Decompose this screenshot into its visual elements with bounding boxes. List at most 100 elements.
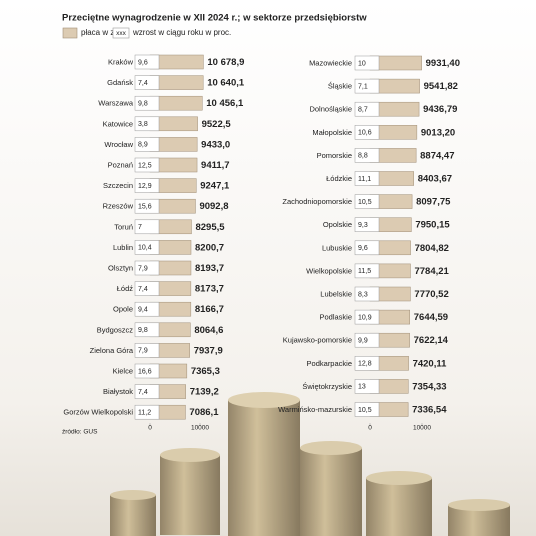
value-label: 7937,9 <box>194 345 223 356</box>
category-label: Gorzów Wielkopolski <box>63 408 133 417</box>
value-label: 9522,5 <box>202 119 232 130</box>
growth-box <box>134 75 160 90</box>
category-label: Wielkopolskie <box>306 266 352 275</box>
growth-label: 7,9 <box>138 265 148 272</box>
growth-box <box>354 240 380 256</box>
growth-box <box>134 178 160 193</box>
growth-box <box>134 240 160 255</box>
category-label: Olsztyn <box>108 263 133 272</box>
value-label: 7804,82 <box>415 243 449 254</box>
growth-box <box>134 260 160 276</box>
growth-label: 11,2 <box>138 410 151 417</box>
legend-growth-sample: xxx <box>116 30 127 37</box>
growth-box <box>354 356 380 371</box>
category-label: Podlaskie <box>319 313 352 322</box>
growth-box <box>354 125 380 140</box>
category-label: Opolskie <box>323 220 352 229</box>
value-label: 7139,2 <box>190 387 219 398</box>
growth-label: 8,7 <box>358 107 368 114</box>
category-label: Podkarpackie <box>307 359 352 368</box>
growth-label: 7,4 <box>138 389 148 396</box>
growth-box <box>354 286 380 302</box>
growth-label: 9,8 <box>138 327 148 334</box>
legend-swatch <box>62 27 78 39</box>
growth-label: 7,4 <box>138 286 148 293</box>
growth-box <box>354 263 380 279</box>
category-label: Kraków <box>108 57 134 66</box>
value-label: 7950,15 <box>415 220 450 231</box>
category-label: Kielce <box>113 366 133 375</box>
growth-label: 10,6 <box>358 130 372 137</box>
value-label: 7644,59 <box>414 312 448 323</box>
value-label: 10 640,1 <box>207 78 245 89</box>
growth-box <box>134 281 160 296</box>
value-label: 7354,33 <box>412 381 446 392</box>
growth-box <box>134 198 160 214</box>
growth-box <box>134 137 160 152</box>
value-label: 8173,7 <box>195 284 224 295</box>
category-label: Śląskie <box>328 82 352 91</box>
growth-box <box>134 322 160 338</box>
value-label: 9411,7 <box>201 160 230 171</box>
growth-label: 8,9 <box>138 142 148 149</box>
value-label: 9013,20 <box>421 127 455 138</box>
category-label: Toruń <box>114 222 133 231</box>
value-label: 7365,3 <box>191 366 220 377</box>
value-label: 7420,11 <box>413 358 448 369</box>
value-label: 8874,47 <box>420 150 454 161</box>
category-label: Łódzkie <box>326 174 352 183</box>
growth-label: 12,8 <box>358 361 372 368</box>
value-label: 8200,7 <box>195 242 224 253</box>
value-label: 9541,82 <box>424 81 458 92</box>
coins-illustration <box>110 392 510 536</box>
growth-label: 10,5 <box>358 407 372 414</box>
growth-label: 12,5 <box>138 162 152 169</box>
category-label: Lublin <box>113 243 133 252</box>
category-label: Katowice <box>103 119 133 128</box>
category-label: Poznań <box>108 160 133 169</box>
growth-box <box>134 363 160 379</box>
growth-box <box>134 384 160 399</box>
category-label: Świętokrzyskie <box>302 382 352 391</box>
value-label: 7622,14 <box>414 335 449 346</box>
growth-box <box>354 194 380 209</box>
x-tick-label: 0 <box>368 425 372 432</box>
growth-label: 13 <box>358 384 366 391</box>
value-label: 9247,1 <box>200 181 230 192</box>
category-label: Mazowieckie <box>309 58 352 67</box>
value-label: 7784,21 <box>414 266 449 277</box>
x-tick-label: 10000 <box>191 425 209 432</box>
growth-label: 11,5 <box>358 268 371 275</box>
growth-label: 10,4 <box>138 245 152 252</box>
growth-box <box>354 55 380 71</box>
growth-box <box>134 54 160 70</box>
growth-label: 3,8 <box>138 121 148 128</box>
growth-label: 7 <box>138 224 142 231</box>
category-label: Wrocław <box>104 140 133 149</box>
legend-label: wzrost w ciągu roku w proc. <box>132 28 231 37</box>
growth-box <box>354 402 380 417</box>
category-label: Opole <box>113 305 133 314</box>
category-label: Małopolskie <box>312 128 352 137</box>
growth-label: 7,4 <box>138 80 148 87</box>
legend-label: płaca w zł <box>81 28 116 37</box>
growth-box <box>134 219 160 235</box>
category-label: Łódź <box>117 284 134 293</box>
growth-box <box>354 379 380 394</box>
growth-label: 10,9 <box>358 314 372 321</box>
value-label: 7086,1 <box>189 407 219 418</box>
x-tick-label: 0 <box>148 425 152 432</box>
growth-label: 16,6 <box>138 368 152 375</box>
growth-box <box>134 95 160 111</box>
category-label: Gdańsk <box>107 78 133 87</box>
source: źródło: GUS <box>62 429 98 436</box>
category-label: Warszawa <box>98 99 134 108</box>
growth-box <box>354 217 380 232</box>
value-label: 8193,7 <box>195 263 224 274</box>
category-label: Bydgoszcz <box>97 325 134 334</box>
growth-label: 7,9 <box>138 348 148 355</box>
value-label: 9433,0 <box>201 139 230 150</box>
category-label: Kujawsko-pomorskie <box>283 336 352 345</box>
value-label: 9092,8 <box>199 201 228 212</box>
category-label: Warmińsko-mazurskie <box>278 405 352 414</box>
